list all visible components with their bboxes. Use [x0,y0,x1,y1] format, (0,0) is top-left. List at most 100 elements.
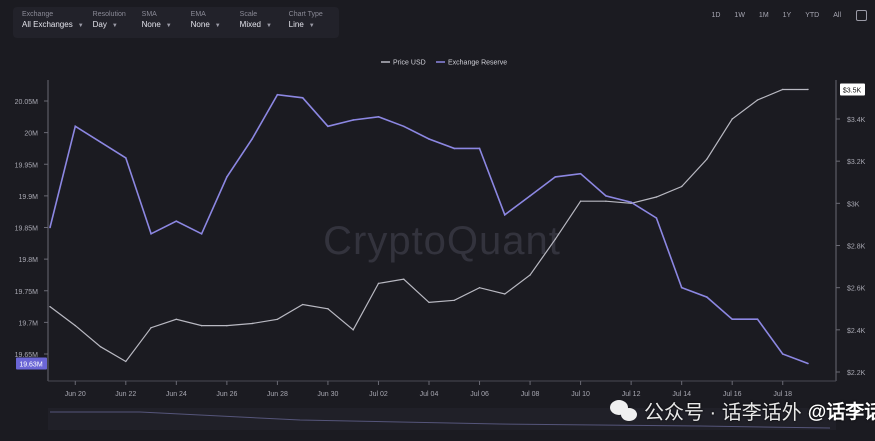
left-axis-tick-label: 19.95M [15,162,39,169]
range-button-1d[interactable]: 1D [711,12,721,19]
exchange-reserve-point [74,125,77,128]
chart-filters: Exchange All Exchanges ▼ Resolution Day ▼ SMA N… [13,7,339,38]
left-axis-tick-label: 19.75M [15,289,39,296]
reserve-current-value-badge [16,357,47,370]
exchange-reserve-point [352,119,355,121]
price-usd-point [49,305,51,308]
filter-sma[interactable]: SMA None ▼ [133,7,182,38]
price-usd-point [327,308,329,310]
exchange-reserve-point [807,362,809,365]
fullscreen-icon[interactable] [856,10,867,21]
filter-ema[interactable]: EMA None ▼ [182,7,231,38]
x-axis-tick-label: Jul 18 [773,391,792,398]
exchange-reserve-point [99,141,102,143]
price-usd-point [605,200,607,202]
exchange-reserve-point [301,97,304,99]
price-usd-point [782,88,784,91]
chevron-down-icon: ▼ [214,23,221,29]
price-usd-point [655,196,658,198]
right-axis-tick-label: $3K [847,201,860,208]
x-axis-tick-label: Jul 12 [622,391,641,398]
x-axis-tick-label: Jun 22 [115,391,136,398]
price-usd-point [807,88,809,91]
exchange-reserve-point [125,157,127,159]
range-button-all[interactable]: All [833,12,841,19]
exchange-reserve-point [49,226,51,229]
wechat-watermark: 公众号 · 话李话外 @话李话外 [610,396,875,425]
filter-value: None ▼ [142,19,182,32]
exchange-reserve-point [504,214,506,216]
left-axis-tick-label: 19.7M [19,320,39,327]
filter-chart-type[interactable]: Chart Type Line ▼ [280,7,329,38]
wechat-icon [610,399,638,422]
exchange-reserve-point [251,138,253,140]
price-usd-point [453,299,455,302]
range-button-ytd[interactable]: YTD [805,12,820,19]
range-navigator [48,408,836,430]
exchange-reserve-point [478,147,481,150]
left-axis-tick-label: 19.8M [19,257,39,264]
filter-value-text: None [190,20,210,29]
exchange-reserve-point [327,125,329,128]
range-button-1m[interactable]: 1M [758,12,769,19]
price-usd-point [504,293,506,295]
exchange-reserve-point [453,147,456,150]
filter-scale[interactable]: Scale Mixed ▼ [231,7,280,38]
price-usd-point [756,99,759,101]
price-usd-point [377,282,380,285]
exchange-reserve-point [680,286,683,289]
price-usd-point [226,324,228,327]
x-axis-tick-label: Jul 06 [470,391,489,398]
chevron-down-icon: ▼ [266,23,272,29]
x-axis-tick-label: Jun 28 [267,391,288,398]
price-usd-point [125,360,127,363]
right-axis-tick-label: $2.2K [847,370,866,377]
chevron-down-icon: ▼ [165,23,172,29]
filter-value-text: All Exchanges [22,20,73,29]
exchange-reserve-point [756,318,759,321]
price-current-value-label: $3.5K [843,87,862,94]
price-usd-point [74,324,76,327]
price-usd-point [150,327,152,329]
x-axis-tick-label: Jun 26 [216,391,237,398]
filter-value-text: Day [92,20,107,29]
exchange-reserve-point [731,318,733,321]
price-usd-point [428,301,430,304]
price-usd-point [579,200,582,202]
chevron-down-icon: ▼ [111,23,118,29]
exchange-reserve-point [655,217,658,219]
left-axis-tick-label: 20M [24,131,38,138]
price-usd-point [478,286,481,289]
price-usd-point [706,158,708,160]
filter-value-text: None [141,20,161,29]
exchange-reserve-point [175,220,178,222]
price-usd-point [352,329,354,331]
filter-label: Resolution [92,11,126,18]
reserve-current-value-label: 19.63M [19,361,43,368]
legend-price-label: Price USD [393,60,426,67]
exchange-reserve-point [200,233,203,235]
right-axis-tick-label: $2.6K [847,286,866,293]
x-axis-tick-label: Jun 20 [65,391,86,398]
exchange-reserve-point [276,93,279,96]
price-usd-point [554,238,557,240]
filter-label: Exchange [22,11,54,18]
left-axis-tick-label: 19.85M [15,226,39,233]
exchange-reserve-point [377,116,380,118]
exchange-reserve-point [402,125,405,128]
range-button-1y[interactable]: 1Y [782,12,792,19]
price-usd-point [630,202,632,205]
x-axis-tick-label: Jun 24 [166,391,187,398]
left-axis-tick-label: 20.05M [15,99,39,106]
filter-exchange[interactable]: Exchange All Exchanges ▼ [13,7,84,38]
right-axis-tick-label: $2.4K [847,328,866,335]
filter-value: All Exchanges ▼ [22,19,84,32]
time-range-selector: 1D 1W 1M 1Y YTD All [704,8,867,23]
filter-label: Scale [239,11,258,18]
range-button-1w[interactable]: 1W [734,12,745,19]
chevron-down-icon: ▼ [77,23,84,29]
left-axis-tick-label: 19.65M [15,352,39,359]
filter-resolution[interactable]: Resolution Day ▼ [84,7,133,38]
filter-value-text: Mixed [239,20,261,29]
